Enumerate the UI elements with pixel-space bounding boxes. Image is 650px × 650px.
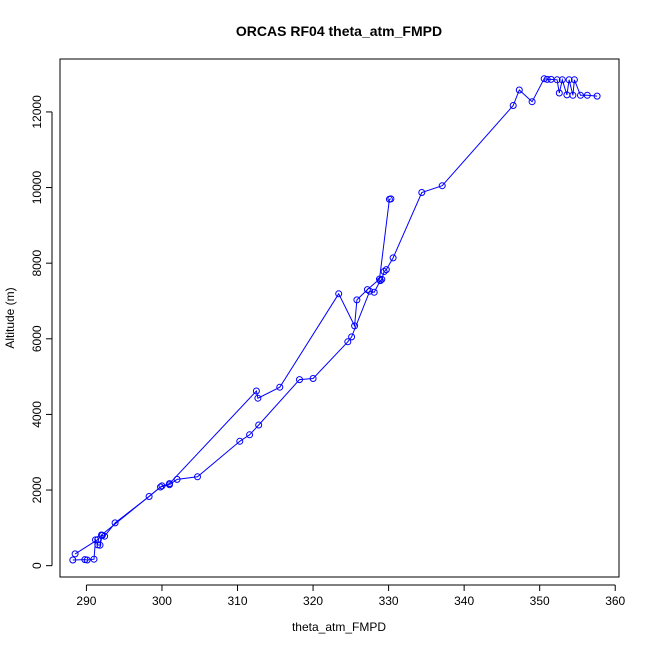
x-tick-label: 300	[152, 594, 172, 608]
data-point	[363, 286, 371, 294]
data-point	[376, 275, 383, 283]
y-tick-label: 6000	[30, 325, 44, 352]
data-point	[166, 480, 173, 488]
y-axis: 0 2000 4000 6000 8000 10000 12000	[30, 95, 53, 569]
series-layer	[69, 75, 601, 564]
y-tick-label: 8000	[30, 250, 44, 277]
data-point	[370, 288, 378, 296]
data-point	[540, 75, 548, 83]
data-point	[335, 290, 343, 298]
data-point	[111, 519, 119, 527]
data-point	[380, 268, 388, 275]
data-point	[438, 182, 446, 190]
data-point	[348, 333, 356, 341]
y-tick-label: 12000	[30, 95, 44, 129]
data-point	[276, 383, 284, 391]
data-point	[353, 296, 361, 304]
data-point	[344, 338, 352, 346]
data-point	[382, 266, 390, 274]
x-axis: 290 300 310 320 330 340 350 360	[76, 584, 626, 608]
y-tick-label: 10000	[30, 171, 44, 205]
data-point	[145, 493, 153, 500]
data-point	[94, 536, 102, 544]
chart-title: ORCAS RF04 theta_atm_FMPD	[236, 23, 442, 39]
data-point	[593, 92, 601, 100]
series-line	[72, 77, 598, 561]
data-point	[246, 431, 254, 439]
x-tick-label: 330	[379, 594, 399, 608]
x-tick-label: 350	[530, 594, 550, 608]
x-tick-label: 320	[303, 594, 323, 608]
data-point	[236, 437, 244, 445]
data-point	[570, 76, 578, 84]
y-axis-label: Altitude (m)	[3, 287, 17, 348]
x-tick-label: 310	[228, 594, 248, 608]
data-point	[255, 421, 263, 429]
data-point	[565, 76, 573, 84]
x-axis-label: theta_atm_FMPD	[292, 620, 386, 634]
data-point	[558, 76, 566, 84]
data-point	[194, 473, 201, 481]
series-line	[74, 198, 392, 555]
data-point	[387, 195, 395, 203]
data-point	[528, 98, 536, 106]
data-point	[555, 89, 563, 97]
data-point	[577, 91, 584, 99]
data-point	[389, 254, 397, 262]
data-point	[252, 387, 260, 395]
data-point	[509, 102, 517, 109]
data-point	[418, 189, 426, 196]
data-point	[98, 531, 105, 539]
data-point	[309, 375, 317, 382]
x-tick-label: 290	[76, 594, 96, 608]
data-point	[553, 76, 561, 84]
data-point	[83, 556, 91, 564]
data-point	[351, 322, 359, 330]
x-tick-label: 340	[454, 594, 474, 608]
data-point	[157, 483, 164, 491]
data-point	[101, 532, 109, 540]
data-point	[296, 376, 303, 384]
data-point	[90, 555, 98, 563]
data-point	[515, 86, 523, 94]
data-point	[543, 75, 551, 83]
y-tick-label: 2000	[30, 476, 44, 503]
data-point	[254, 394, 262, 402]
y-tick-label: 0	[30, 562, 44, 569]
data-point	[69, 556, 77, 564]
data-point	[158, 482, 166, 490]
data-point	[583, 91, 591, 99]
x-tick-label: 360	[605, 594, 625, 608]
data-point	[569, 91, 577, 99]
data-point	[71, 550, 79, 558]
y-tick-label: 4000	[30, 401, 44, 428]
plot-frame	[59, 58, 620, 578]
